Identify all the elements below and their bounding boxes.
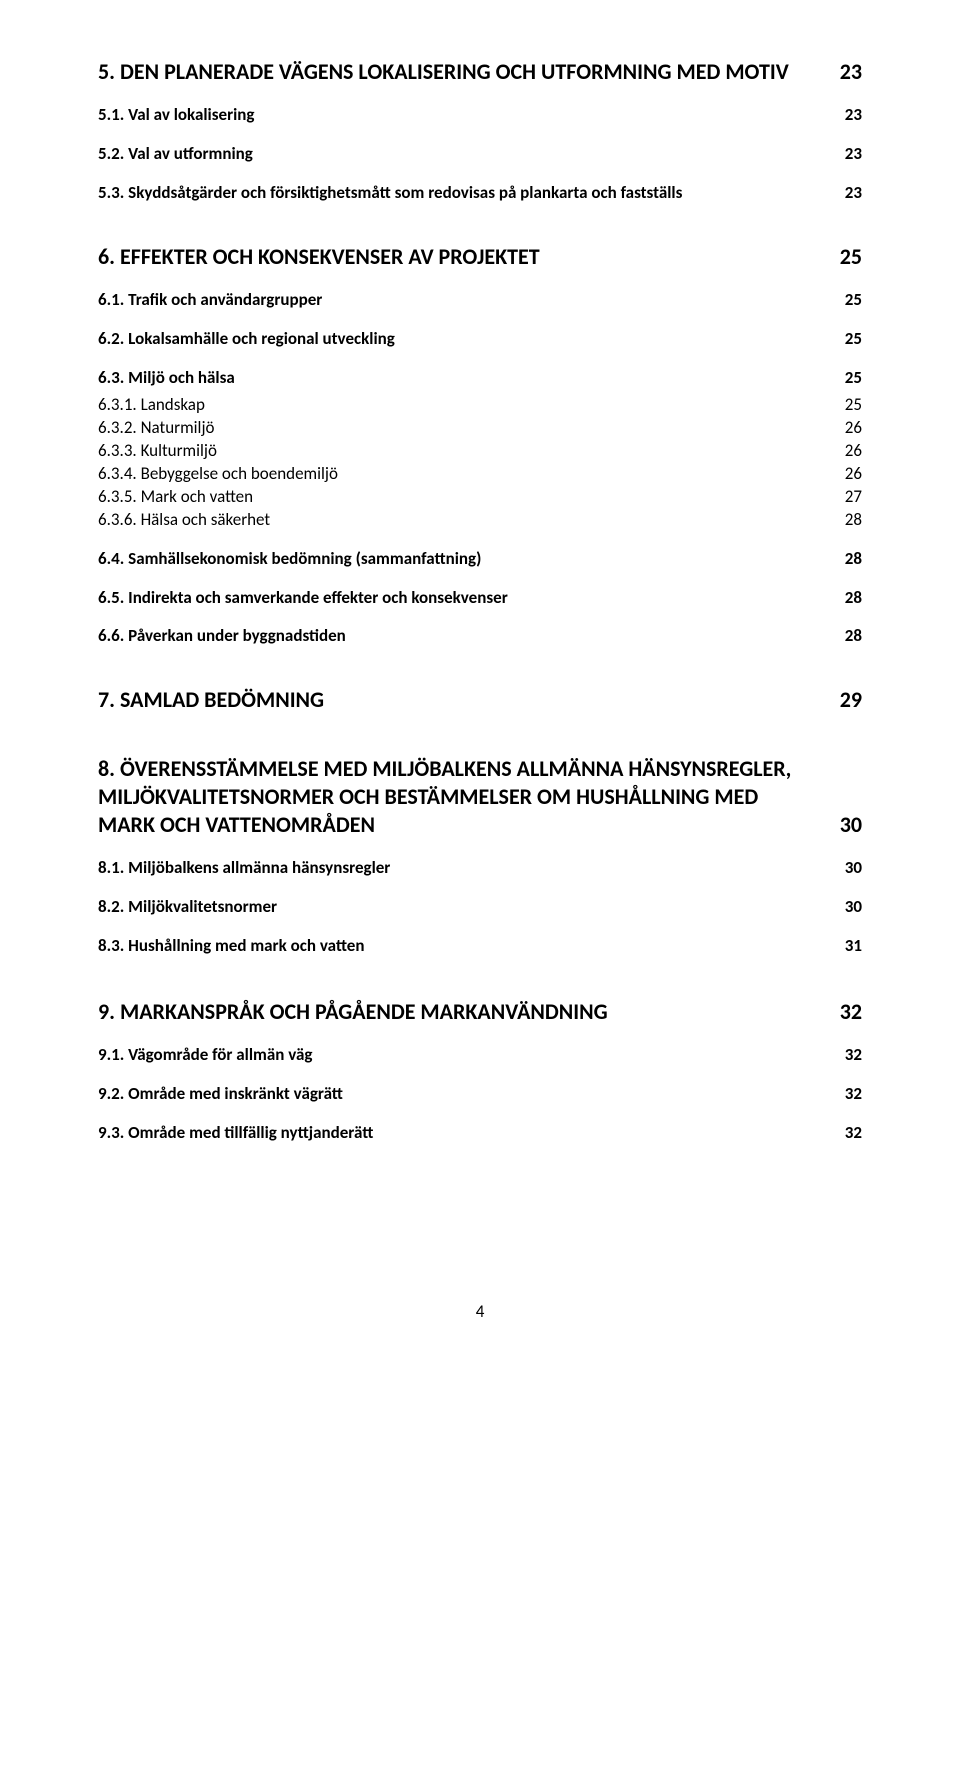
toc-section-6-page: 25 xyxy=(830,243,862,271)
toc-item-8-3: 8.3. Hushållning med mark och vatten 31 xyxy=(98,935,862,958)
toc-section-6: 6. EFFEKTER OCH KONSEKVENSER AV PROJEKTE… xyxy=(98,243,862,271)
toc-item-page: 23 xyxy=(830,104,862,127)
toc-item-page: 30 xyxy=(830,857,862,880)
toc-item-label: 9.2. Område med inskränkt vägrätt xyxy=(98,1083,830,1106)
toc-subitem-label: 6.3.3. Kulturmiljö xyxy=(98,440,830,463)
toc-item-page: 32 xyxy=(830,1044,862,1067)
toc-item-page: 25 xyxy=(830,289,862,312)
toc-item-page: 30 xyxy=(830,896,862,919)
toc-section-6-label: 6. EFFEKTER OCH KONSEKVENSER AV PROJEKTE… xyxy=(98,243,830,271)
toc-item-page: 23 xyxy=(830,182,862,205)
toc-item-page: 28 xyxy=(830,625,862,648)
toc-section-5-label: 5. DEN PLANERADE VÄGENS LOKALISERING OCH… xyxy=(98,58,830,86)
toc-subitem-label: 6.3.6. Hälsa och säkerhet xyxy=(98,509,830,532)
toc-item-9-1: 9.1. Vägområde för allmän väg 32 xyxy=(98,1044,862,1067)
toc-section-8-page: 30 xyxy=(830,811,862,839)
toc-section-8-label: 8. ÖVERENSSTÄMMELSE MED MILJÖBALKENS ALL… xyxy=(98,755,830,839)
toc-item-6-2: 6.2. Lokalsamhälle och regional utveckli… xyxy=(98,328,862,351)
toc-subitem-label: 6.3.4. Bebyggelse och boendemiljö xyxy=(98,463,830,486)
toc-item-label: 6.2. Lokalsamhälle och regional utveckli… xyxy=(98,328,830,351)
toc-item-page: 32 xyxy=(830,1083,862,1106)
toc-subitem-page: 26 xyxy=(830,463,862,486)
toc-item-label: 9.1. Vägområde för allmän väg xyxy=(98,1044,830,1067)
toc-subitem-6-3-1: 6.3.1. Landskap 25 xyxy=(98,394,862,417)
toc-item-label: 8.3. Hushållning med mark och vatten xyxy=(98,935,830,958)
toc-subitem-6-3-3: 6.3.3. Kulturmiljö 26 xyxy=(98,440,862,463)
toc-subitem-page: 28 xyxy=(830,509,862,532)
toc-item-page: 28 xyxy=(830,548,862,571)
toc-item-5-1: 5.1. Val av lokalisering 23 xyxy=(98,104,862,127)
toc-section-7: 7. SAMLAD BEDÖMNING 29 xyxy=(98,686,862,714)
toc-section-5: 5. DEN PLANERADE VÄGENS LOKALISERING OCH… xyxy=(98,58,862,86)
toc-subitem-page: 27 xyxy=(830,486,862,509)
toc-item-9-3: 9.3. Område med tillfällig nyttjanderätt… xyxy=(98,1122,862,1145)
toc-subitem-6-3-5: 6.3.5. Mark och vatten 27 xyxy=(98,486,862,509)
toc-item-page: 23 xyxy=(830,143,862,166)
toc-section-7-page: 29 xyxy=(830,686,862,714)
toc-subitem-6-3-4: 6.3.4. Bebyggelse och boendemiljö 26 xyxy=(98,463,862,486)
toc-section-7-label: 7. SAMLAD BEDÖMNING xyxy=(98,686,830,714)
toc-subitem-page: 25 xyxy=(830,394,862,417)
toc-item-label: 6.3. Miljö och hälsa xyxy=(98,367,830,390)
toc-item-5-3: 5.3. Skyddsåtgärder och försiktighetsmåt… xyxy=(98,182,862,205)
toc-subitem-label: 6.3.5. Mark och vatten xyxy=(98,486,830,509)
toc-item-label: 5.1. Val av lokalisering xyxy=(98,104,830,127)
toc-subitem-page: 26 xyxy=(830,417,862,440)
toc-item-label: 9.3. Område med tillfällig nyttjanderätt xyxy=(98,1122,830,1145)
toc-section-9-page: 32 xyxy=(830,998,862,1026)
toc-subitem-6-3-2: 6.3.2. Naturmiljö 26 xyxy=(98,417,862,440)
toc-item-page: 25 xyxy=(830,328,862,351)
page-number: 4 xyxy=(98,1301,862,1322)
toc-item-label: 8.2. Miljökvalitetsnormer xyxy=(98,896,830,919)
toc-item-label: 5.2. Val av utformning xyxy=(98,143,830,166)
toc-item-8-2: 8.2. Miljökvalitetsnormer 30 xyxy=(98,896,862,919)
toc-item-label: 6.4. Samhällsekonomisk bedömning (samman… xyxy=(98,548,830,571)
toc-item-page: 31 xyxy=(830,935,862,958)
toc-item-page: 28 xyxy=(830,587,862,610)
toc-subitem-label: 6.3.2. Naturmiljö xyxy=(98,417,830,440)
toc-item-label: 8.1. Miljöbalkens allmänna hänsynsregler xyxy=(98,857,830,880)
toc-item-6-5: 6.5. Indirekta och samverkande effekter … xyxy=(98,587,862,610)
toc-item-label: 5.3. Skyddsåtgärder och försiktighetsmåt… xyxy=(98,182,830,205)
toc-item-label: 6.5. Indirekta och samverkande effekter … xyxy=(98,587,830,610)
toc-item-label: 6.6. Påverkan under byggnadstiden xyxy=(98,625,830,648)
toc-item-page: 32 xyxy=(830,1122,862,1145)
toc-section-9: 9. MARKANSPRÅK OCH PÅGÅENDE MARKANVÄNDNI… xyxy=(98,998,862,1026)
toc-item-page: 25 xyxy=(830,367,862,390)
toc-item-5-2: 5.2. Val av utformning 23 xyxy=(98,143,862,166)
toc-subitem-6-3-6: 6.3.6. Hälsa och säkerhet 28 xyxy=(98,509,862,532)
toc-item-label: 6.1. Trafik och användargrupper xyxy=(98,289,830,312)
toc-section-8: 8. ÖVERENSSTÄMMELSE MED MILJÖBALKENS ALL… xyxy=(98,755,862,839)
toc-item-6-4: 6.4. Samhällsekonomisk bedömning (samman… xyxy=(98,548,862,571)
toc-item-9-2: 9.2. Område med inskränkt vägrätt 32 xyxy=(98,1083,862,1106)
toc-item-6-3: 6.3. Miljö och hälsa 25 xyxy=(98,367,862,390)
toc-item-6-6: 6.6. Påverkan under byggnadstiden 28 xyxy=(98,625,862,648)
toc-item-8-1: 8.1. Miljöbalkens allmänna hänsynsregler… xyxy=(98,857,862,880)
toc-subitem-page: 26 xyxy=(830,440,862,463)
toc-section-5-page: 23 xyxy=(830,58,862,86)
toc-section-9-label: 9. MARKANSPRÅK OCH PÅGÅENDE MARKANVÄNDNI… xyxy=(98,998,830,1026)
toc-subitem-label: 6.3.1. Landskap xyxy=(98,394,830,417)
toc-item-6-1: 6.1. Trafik och användargrupper 25 xyxy=(98,289,862,312)
